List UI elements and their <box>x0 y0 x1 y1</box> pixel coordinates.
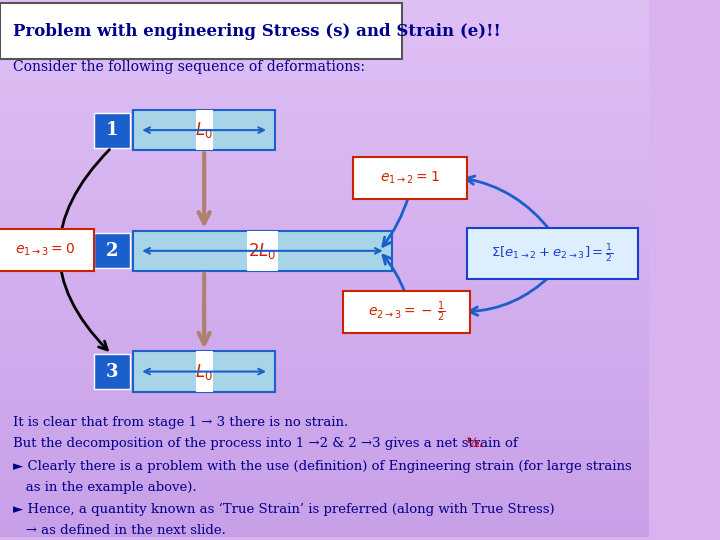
Text: ► Clearly there is a problem with the use (definition) of Engineering strain (fo: ► Clearly there is a problem with the us… <box>13 460 631 473</box>
Text: $L_0$: $L_0$ <box>195 120 213 140</box>
Text: $L_0$: $L_0$ <box>195 362 213 382</box>
Text: $\Sigma[e_{1\rightarrow2} + e_{2\rightarrow3}] = \frac{1}{2}$: $\Sigma[e_{1\rightarrow2} + e_{2\rightar… <box>491 242 613 265</box>
Text: $e_{1\rightarrow2} = 1$: $e_{1\rightarrow2} = 1$ <box>380 170 440 186</box>
Text: as in the example above).: as in the example above). <box>13 481 197 494</box>
Text: $e_{1\rightarrow3} = 0$: $e_{1\rightarrow3} = 0$ <box>15 242 76 258</box>
FancyBboxPatch shape <box>343 291 470 333</box>
FancyBboxPatch shape <box>133 110 276 150</box>
Text: → as defined in the next slide.: → as defined in the next slide. <box>13 524 226 537</box>
FancyBboxPatch shape <box>354 157 467 199</box>
FancyBboxPatch shape <box>196 352 212 392</box>
Text: $e_{2\rightarrow3} = -\,\frac{1}{2}$: $e_{2\rightarrow3} = -\,\frac{1}{2}$ <box>368 300 446 324</box>
FancyBboxPatch shape <box>94 233 130 268</box>
Text: ½.: ½. <box>465 437 484 450</box>
Text: Consider the following sequence of deformations:: Consider the following sequence of defor… <box>13 60 365 74</box>
FancyBboxPatch shape <box>196 110 212 150</box>
Text: 3: 3 <box>106 362 118 381</box>
FancyBboxPatch shape <box>133 231 392 271</box>
FancyBboxPatch shape <box>0 229 94 271</box>
Text: ► Hence, a quantity known as ‘True Strain’ is preferred (along with True Stress): ► Hence, a quantity known as ‘True Strai… <box>13 503 554 516</box>
FancyBboxPatch shape <box>247 231 278 271</box>
FancyBboxPatch shape <box>0 3 402 59</box>
FancyBboxPatch shape <box>94 354 130 389</box>
Text: $2L_0$: $2L_0$ <box>248 241 276 261</box>
FancyBboxPatch shape <box>133 352 276 392</box>
Text: It is clear that from stage 1 → 3 there is no strain.: It is clear that from stage 1 → 3 there … <box>13 416 348 429</box>
Text: 1: 1 <box>106 121 118 139</box>
Text: 2: 2 <box>106 242 118 260</box>
Text: Problem with engineering Stress (s) and Strain (e)!!: Problem with engineering Stress (s) and … <box>13 23 501 39</box>
FancyBboxPatch shape <box>467 228 639 279</box>
FancyBboxPatch shape <box>94 113 130 147</box>
Text: But the decomposition of the process into 1 →2 & 2 →3 gives a net strain of: But the decomposition of the process int… <box>13 437 522 450</box>
